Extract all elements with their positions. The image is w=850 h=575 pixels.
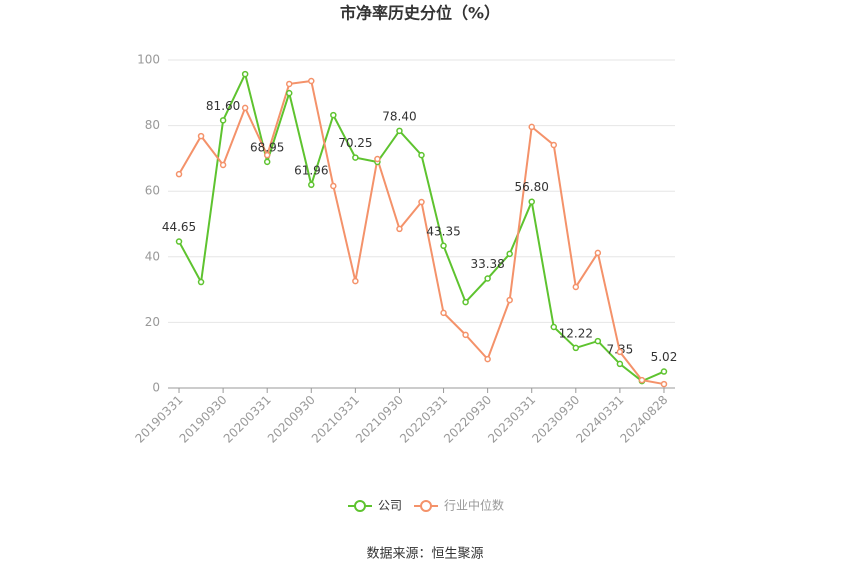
data-point [616, 360, 624, 368]
data-point [352, 277, 359, 285]
data-label: 61.96 [294, 163, 328, 177]
data-point [506, 296, 513, 304]
data-point [197, 278, 205, 286]
data-label: 43.35 [426, 224, 460, 238]
y-tick-label: 40 [145, 249, 160, 263]
data-point [197, 132, 205, 140]
data-point [175, 238, 183, 245]
data-point [241, 104, 249, 112]
data-label: 81.60 [206, 99, 240, 113]
data-point [550, 323, 558, 331]
data-point [462, 298, 469, 306]
data-label: 56.80 [515, 180, 549, 194]
data-point [616, 348, 624, 356]
data-point [572, 344, 580, 352]
data-point [528, 123, 535, 131]
data-point [175, 170, 183, 178]
y-tick-label: 60 [145, 184, 160, 198]
data-point [396, 225, 403, 233]
data-point [241, 70, 249, 78]
source: 数据来源：恒生聚源 [366, 547, 483, 562]
legend-label: 行业中位数 [444, 498, 504, 513]
data-point [594, 337, 602, 345]
data-point [660, 380, 668, 388]
data-point [418, 151, 425, 159]
data-point [396, 127, 403, 135]
chart-title: 市净率历史分位（%） [340, 4, 500, 23]
y-tick-label: 20 [145, 315, 160, 329]
legend-label: 公司 [378, 499, 402, 513]
data-point [440, 309, 447, 317]
data-point [330, 182, 337, 190]
data-label: 33.38 [470, 257, 504, 271]
y-tick-label: 100 [137, 53, 160, 67]
data-point [308, 77, 315, 85]
data-point [285, 89, 293, 97]
data-point [418, 198, 425, 206]
data-label: 68.95 [250, 140, 284, 154]
data-point [330, 111, 337, 119]
y-tick-label: 80 [145, 118, 160, 132]
data-point [374, 155, 381, 163]
x-tick-label: 20240828 [617, 393, 670, 446]
legend-marker [420, 500, 433, 512]
data-point [440, 242, 447, 250]
data-point [352, 154, 359, 161]
data-label: 78.40 [382, 109, 416, 123]
legend-marker [354, 500, 366, 512]
data-label: 12.22 [559, 326, 593, 340]
y-tick-label: 0 [152, 381, 160, 395]
data-point [528, 198, 535, 205]
data-point [285, 80, 293, 88]
data-label: 5.02 [651, 350, 678, 364]
data-point [572, 283, 580, 291]
data-point [219, 161, 227, 169]
data-point [594, 249, 602, 257]
data-point [484, 355, 491, 363]
data-point [462, 331, 469, 339]
data-point [484, 275, 491, 282]
data-point [263, 151, 271, 159]
data-label: 70.25 [338, 136, 372, 150]
data-point [263, 158, 271, 166]
data-point [506, 250, 513, 258]
data-label: 44.65 [162, 220, 196, 234]
data-point [550, 141, 558, 149]
data-point [660, 368, 668, 375]
data-point [219, 117, 227, 124]
data-point [308, 181, 315, 189]
data-point [638, 376, 646, 384]
